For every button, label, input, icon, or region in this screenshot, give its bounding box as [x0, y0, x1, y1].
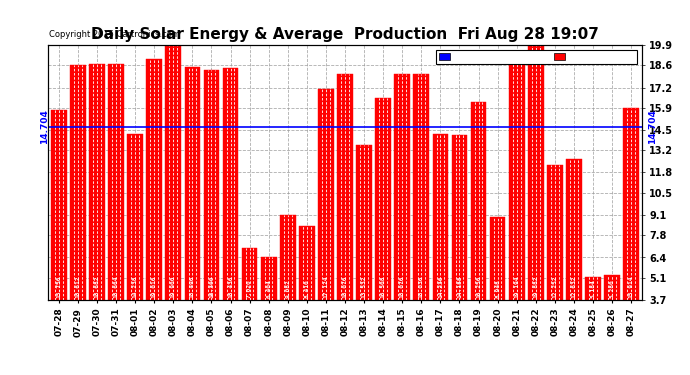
Bar	[395, 74, 410, 300]
Bar	[184, 67, 200, 300]
Bar	[241, 248, 257, 300]
Text: 19.900: 19.900	[171, 275, 176, 298]
Bar	[127, 134, 143, 300]
Text: 12.252: 12.252	[553, 275, 558, 298]
Text: 18.436: 18.436	[228, 275, 233, 298]
Text: 14.238: 14.238	[132, 275, 137, 298]
Text: 18.664: 18.664	[114, 275, 119, 298]
Text: 17.124: 17.124	[324, 275, 328, 298]
Text: 13.532: 13.532	[362, 275, 366, 298]
Text: 5.184: 5.184	[591, 279, 595, 298]
Text: 18.300: 18.300	[209, 275, 214, 298]
Bar	[318, 89, 334, 300]
Text: 8.410: 8.410	[304, 279, 309, 298]
Legend: Average  (kWh), Daily  (kWh): Average (kWh), Daily (kWh)	[436, 50, 637, 64]
Bar	[585, 277, 601, 300]
Text: Copyright 2015 Cartronics.com: Copyright 2015 Cartronics.com	[49, 30, 180, 39]
Bar	[261, 257, 277, 300]
Text: 18.076: 18.076	[400, 275, 405, 298]
Bar	[204, 70, 219, 300]
Text: 18.036: 18.036	[419, 275, 424, 298]
Text: 15.914: 15.914	[629, 275, 633, 298]
Bar	[223, 68, 238, 300]
Text: 14.704: 14.704	[40, 110, 49, 144]
Bar	[528, 45, 544, 300]
Bar	[280, 215, 295, 300]
Text: 19.882: 19.882	[533, 275, 538, 298]
Bar	[337, 74, 353, 300]
Bar	[604, 275, 620, 300]
Text: 5.280: 5.280	[610, 279, 615, 298]
Text: 18.076: 18.076	[342, 275, 348, 298]
Bar	[509, 56, 524, 300]
Text: 15.756: 15.756	[57, 275, 61, 298]
Text: 14.704: 14.704	[648, 110, 657, 144]
Text: 14.236: 14.236	[438, 275, 443, 298]
Text: 6.404: 6.404	[266, 279, 271, 298]
Title: Daily Solar Energy & Average  Production  Fri Aug 28 19:07: Daily Solar Energy & Average Production …	[91, 27, 599, 42]
Text: 12.632: 12.632	[571, 275, 576, 298]
Bar	[547, 165, 563, 300]
Text: 19.016: 19.016	[152, 275, 157, 298]
Bar	[356, 145, 372, 300]
Text: 16.508: 16.508	[381, 275, 386, 298]
Bar	[471, 102, 486, 300]
Bar	[108, 64, 124, 300]
Text: 16.256: 16.256	[476, 275, 481, 298]
Text: 18.612: 18.612	[75, 275, 80, 298]
Text: 7.020: 7.020	[247, 279, 252, 298]
Bar	[490, 217, 506, 300]
Bar	[566, 159, 582, 300]
Text: 18.496: 18.496	[190, 275, 195, 298]
Bar	[413, 74, 429, 300]
Bar	[146, 59, 162, 300]
Text: 14.188: 14.188	[457, 275, 462, 298]
Bar	[433, 134, 448, 300]
Text: 19.194: 19.194	[514, 275, 519, 298]
Text: 8.948: 8.948	[495, 279, 500, 298]
Bar	[299, 226, 315, 300]
Bar	[70, 65, 86, 300]
Bar	[452, 135, 467, 300]
Text: 18.682: 18.682	[95, 275, 99, 298]
Bar	[375, 98, 391, 300]
Bar	[166, 45, 181, 300]
Text: 9.082: 9.082	[285, 279, 290, 298]
Bar	[89, 64, 105, 300]
Bar	[623, 108, 639, 300]
Bar	[51, 110, 67, 300]
